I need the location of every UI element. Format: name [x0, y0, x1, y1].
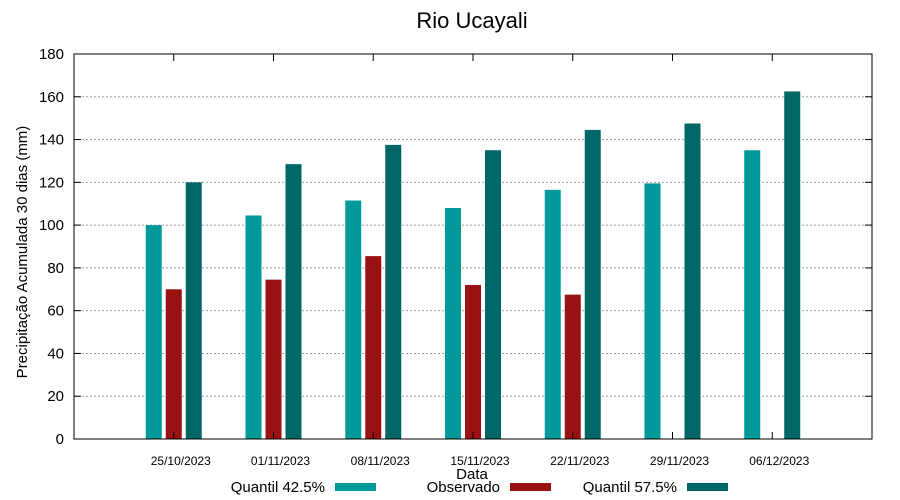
legend-label: Observado — [427, 479, 500, 496]
y-tick-label: 100 — [39, 217, 64, 234]
x-tick-label: 29/11/2023 — [650, 454, 709, 468]
x-axis-label: Data — [456, 466, 488, 483]
y-tick-label: 160 — [39, 89, 64, 106]
bar-quantil-57-5 — [285, 164, 302, 439]
bar-quantil-42-5 — [744, 150, 761, 439]
y-tick-label: 140 — [39, 132, 64, 149]
x-tick-label: 22/11/2023 — [550, 454, 609, 468]
axis-ticks: 0 20 40 60 80 100 120 140 160 180 25/10/2023 01/11/… — [39, 46, 872, 468]
x-tick-label: 08/11/2023 — [351, 454, 410, 468]
bar-observado — [365, 256, 382, 439]
bar-quantil-42-5 — [145, 225, 162, 439]
bar-quantil-42-5 — [644, 183, 661, 439]
y-tick-label: 80 — [47, 260, 64, 277]
chart-title: Rio Ucayali — [416, 8, 527, 33]
x-tick-label: 06/12/2023 — [749, 454, 809, 468]
y-tick-label: 40 — [47, 345, 64, 362]
grid-lines — [74, 96, 872, 397]
bar-observado — [564, 294, 581, 439]
x-tick-label: 15/11/2023 — [450, 454, 509, 468]
bar-observado — [265, 279, 282, 439]
x-tick-label: 01/11/2023 — [251, 454, 310, 468]
y-tick-label: 0 — [56, 431, 64, 448]
legend-label: Quantil 57.5% — [583, 479, 677, 496]
bar-observado — [465, 285, 481, 439]
bar-quantil-42-5 — [245, 215, 262, 439]
legend-swatch — [335, 483, 376, 491]
bar-quantil-57-5 — [784, 91, 801, 440]
bar-quantil-57-5 — [684, 123, 701, 439]
bar-quantil-57-5 — [385, 144, 402, 439]
bar-quantil-42-5 — [544, 189, 561, 439]
legend-swatch — [687, 483, 728, 491]
y-tick-label: 60 — [47, 303, 64, 320]
y-axis-label: Precipitação Acumulada 30 dias (mm) — [14, 126, 31, 379]
y-tick-label: 20 — [47, 388, 64, 405]
bar-observado — [165, 289, 182, 439]
bar-quantil-42-5 — [445, 208, 461, 439]
legend-swatch — [510, 483, 551, 491]
bar-quantil-57-5 — [485, 150, 501, 439]
bar-quantil-57-5 — [584, 129, 601, 440]
legend-label: Quantil 42.5% — [231, 479, 325, 496]
y-tick-label: 120 — [39, 174, 64, 191]
bar-quantil-57-5 — [185, 182, 202, 440]
x-tick-label: 25/10/2023 — [151, 454, 211, 468]
y-tick-label: 180 — [39, 46, 64, 63]
bar-quantil-42-5 — [345, 200, 362, 439]
bars — [145, 91, 801, 440]
legend: Quantil 42.5% Observado Quantil 57.5% — [231, 479, 728, 496]
